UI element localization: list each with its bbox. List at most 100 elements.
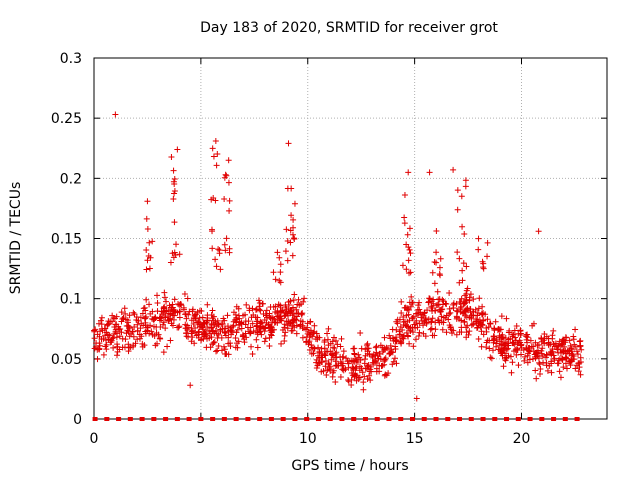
data-point <box>281 324 288 331</box>
data-point <box>338 335 345 342</box>
zero-value-marker <box>174 417 180 421</box>
zero-value-marker <box>515 417 521 421</box>
data-point <box>526 356 533 363</box>
data-point <box>434 316 441 323</box>
data-point <box>305 328 312 335</box>
data-point <box>393 326 400 333</box>
data-point <box>249 320 256 327</box>
data-point <box>180 304 187 311</box>
data-point <box>465 307 472 314</box>
data-point <box>571 356 578 363</box>
data-point <box>463 263 470 270</box>
data-point <box>428 325 435 332</box>
data-point <box>464 285 471 292</box>
data-point <box>511 327 518 334</box>
y-tick-label: 0 <box>73 412 82 428</box>
data-point <box>247 330 254 337</box>
data-point <box>311 328 318 335</box>
data-point <box>541 340 548 347</box>
data-point <box>214 151 221 158</box>
data-point <box>289 317 296 324</box>
data-point <box>576 338 583 345</box>
data-point <box>149 238 156 245</box>
data-point <box>425 316 432 323</box>
data-point <box>314 336 321 343</box>
data-point <box>246 305 253 312</box>
data-point <box>154 340 161 347</box>
data-point <box>325 325 332 332</box>
data-point <box>566 358 573 365</box>
data-point <box>562 354 569 361</box>
data-point <box>484 239 491 246</box>
data-point <box>221 174 228 181</box>
data-point <box>549 335 556 342</box>
data-point <box>475 246 482 253</box>
data-point <box>157 314 164 321</box>
data-point <box>154 308 161 315</box>
data-point <box>360 386 367 393</box>
zero-value-marker <box>445 417 451 421</box>
data-point <box>145 252 152 259</box>
data-point <box>218 321 225 328</box>
data-point <box>288 212 295 219</box>
data-point <box>153 329 160 336</box>
data-point <box>311 345 318 352</box>
data-point <box>232 344 239 351</box>
data-point <box>315 360 322 367</box>
data-point <box>511 348 518 355</box>
data-point <box>439 326 446 333</box>
data-point <box>284 322 291 329</box>
data-point <box>391 355 398 362</box>
data-point <box>548 358 555 365</box>
data-point <box>301 295 308 302</box>
data-point <box>160 349 167 356</box>
data-point <box>291 324 298 331</box>
data-point <box>532 339 539 346</box>
x-tick-label: 15 <box>406 431 424 447</box>
data-point <box>383 372 390 379</box>
data-point <box>316 355 323 362</box>
data-point <box>277 279 284 286</box>
y-tick-label: 0.1 <box>60 292 82 308</box>
data-point <box>505 352 512 359</box>
data-point <box>345 376 352 383</box>
data-point <box>406 299 413 306</box>
data-point <box>462 300 469 307</box>
data-point <box>92 326 99 333</box>
data-point <box>295 296 302 303</box>
data-point <box>290 224 297 231</box>
data-point <box>530 320 537 327</box>
data-point <box>274 313 281 320</box>
data-point <box>468 322 475 329</box>
data-point <box>311 322 318 329</box>
data-point <box>400 322 407 329</box>
data-point <box>362 352 369 359</box>
data-point <box>480 265 487 272</box>
zero-value-marker <box>151 417 157 421</box>
data-point <box>431 280 438 287</box>
data-point <box>389 335 396 342</box>
data-point <box>554 346 561 353</box>
data-point <box>113 313 120 320</box>
data-point <box>163 298 170 305</box>
data-point <box>196 328 203 335</box>
data-point <box>446 290 453 297</box>
data-point <box>196 307 203 314</box>
data-point <box>125 348 132 355</box>
data-point <box>276 316 283 323</box>
data-point <box>283 318 290 325</box>
data-point <box>458 193 465 200</box>
data-point <box>259 300 266 307</box>
data-point <box>539 345 546 352</box>
data-point <box>352 371 359 378</box>
data-point <box>282 329 289 336</box>
data-point <box>376 350 383 357</box>
data-point <box>328 356 335 363</box>
y-tick-label: 0.15 <box>51 232 82 248</box>
data-point <box>475 235 482 242</box>
data-point <box>167 337 174 344</box>
data-point <box>412 336 419 343</box>
data-point <box>466 297 473 304</box>
data-point <box>509 339 516 346</box>
data-point <box>355 376 362 383</box>
